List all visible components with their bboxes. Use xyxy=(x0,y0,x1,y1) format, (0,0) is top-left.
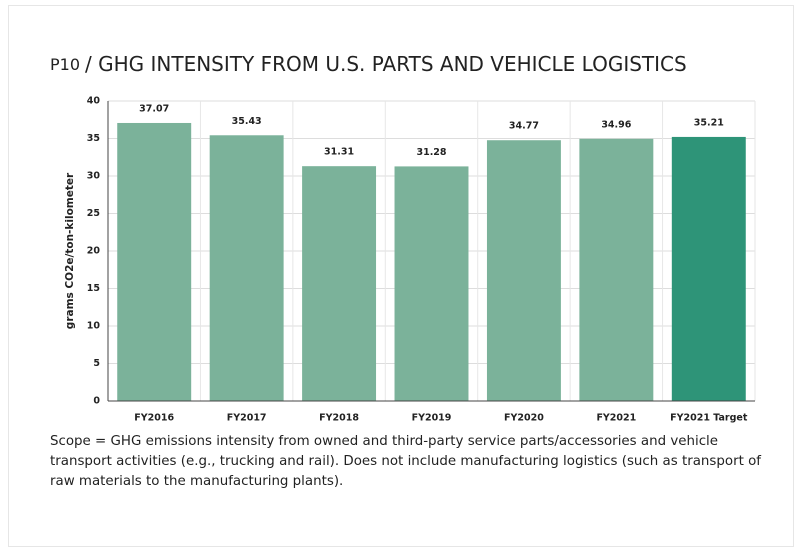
bar xyxy=(394,166,469,401)
x-tick-label: FY2021 xyxy=(596,413,636,424)
value-label: 35.21 xyxy=(694,117,724,128)
chart-title: P10 / GHG INTENSITY FROM U.S. PARTS AND V… xyxy=(50,52,687,76)
title-text: / GHG INTENSITY FROM U.S. PARTS AND VEHI… xyxy=(85,52,687,76)
bar xyxy=(117,122,192,401)
x-tick-label: FY2016 xyxy=(134,413,174,424)
bar xyxy=(209,135,284,401)
bar xyxy=(486,140,561,401)
x-tick-label: FY2021 Target xyxy=(670,413,748,424)
y-tick-label: 40 xyxy=(87,96,101,107)
bar xyxy=(302,166,377,401)
x-tick-label: FY2018 xyxy=(319,413,359,424)
bar xyxy=(671,136,746,402)
chart: P10 / GHG INTENSITY FROM U.S. PARTS AND V… xyxy=(50,52,756,424)
value-label: 37.07 xyxy=(139,103,169,114)
value-label: 34.96 xyxy=(601,119,631,130)
y-tick-label: 30 xyxy=(87,171,101,182)
caption: Scope = GHG emissions intensity from own… xyxy=(50,434,761,489)
y-tick-label: 10 xyxy=(87,321,101,332)
y-tick-label: 20 xyxy=(87,246,101,257)
value-label: 31.28 xyxy=(416,147,446,158)
y-tick-label: 5 xyxy=(93,358,100,369)
value-label: 35.43 xyxy=(232,116,262,127)
y-axis-label: grams CO2e/ton-kilometer xyxy=(64,172,76,329)
value-label: 34.77 xyxy=(509,121,539,132)
y-tick-label: 15 xyxy=(87,283,100,294)
x-tick-label: FY2020 xyxy=(504,413,544,424)
y-tick-label: 0 xyxy=(93,396,100,407)
bar xyxy=(579,138,654,402)
y-tick-label: 35 xyxy=(87,133,100,144)
figure-label: P10 xyxy=(50,55,80,74)
x-tick-label: FY2019 xyxy=(412,413,452,424)
value-label: 31.31 xyxy=(324,147,354,158)
y-tick-label: 25 xyxy=(87,208,100,219)
x-tick-label: FY2017 xyxy=(227,413,267,424)
